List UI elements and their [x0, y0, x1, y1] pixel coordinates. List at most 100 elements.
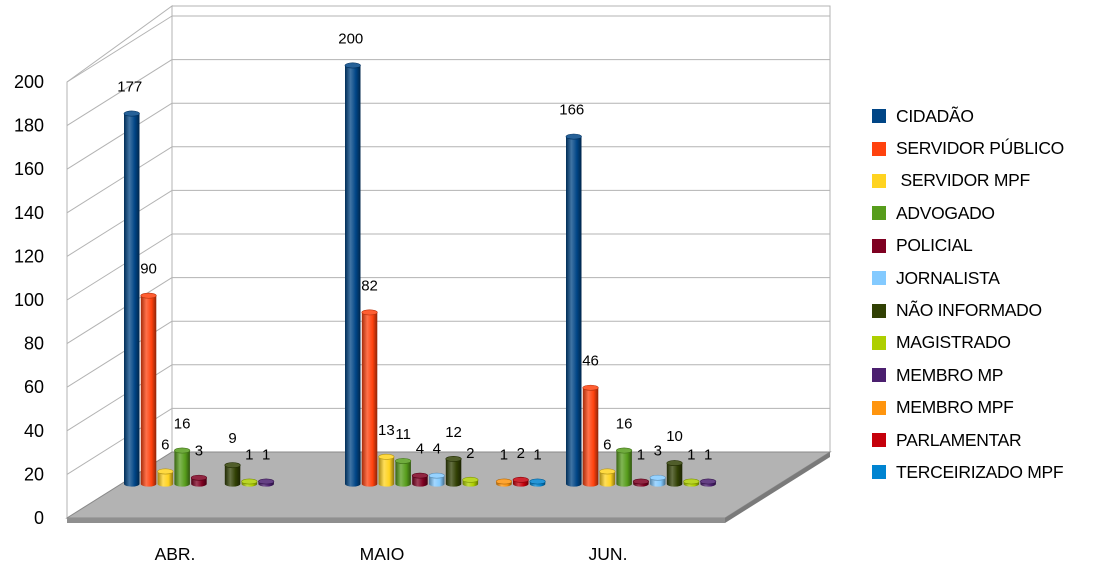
y-tick-label: 200	[14, 72, 44, 92]
legend-item: ADVOGADO	[872, 197, 1098, 229]
bar-1-10	[512, 476, 529, 487]
bar-body	[378, 456, 395, 487]
y-tick-label: 100	[14, 290, 44, 310]
bar-cap	[700, 478, 717, 485]
legend-swatch	[872, 400, 886, 415]
bar-cap	[529, 478, 546, 485]
y-tick-label: 20	[24, 464, 44, 484]
bar-0-6	[224, 462, 241, 487]
data-label: 6	[603, 436, 611, 453]
data-label: 11	[395, 426, 411, 443]
legend-swatch	[872, 303, 886, 318]
bar-0-3	[174, 447, 191, 487]
bar-body	[616, 450, 632, 487]
legend-label: ADVOGADO	[896, 202, 995, 223]
legend-label: CIDADÃO	[896, 105, 974, 126]
legend-label: MEMBRO MP	[896, 364, 1004, 385]
legend-label: NÃO INFORMADO	[896, 300, 1042, 321]
legend-swatch	[872, 141, 886, 156]
y-tick-label: 60	[24, 377, 44, 397]
data-label: 12	[445, 424, 462, 441]
legend-item: MAGISTRADO	[872, 327, 1098, 359]
bar-0-4	[190, 474, 207, 487]
bar-1-7	[462, 476, 479, 487]
bar-2-1	[582, 384, 599, 487]
legend-item: SERVIDOR MPF	[872, 165, 1098, 197]
data-label: 16	[616, 416, 633, 433]
floor-front-edge	[67, 518, 725, 523]
bar-body	[174, 450, 190, 487]
grid-line-side	[66, 15, 173, 83]
bar-body	[445, 458, 462, 487]
bar-2-7	[683, 478, 700, 487]
legend: CIDADÃO SERVIDOR PÚBLICO SERVIDOR MPF ADVO…	[872, 100, 1098, 489]
data-label: 46	[582, 353, 599, 370]
legend-item: POLICIAL	[872, 230, 1098, 262]
legend-label: SERVIDOR MPF	[896, 170, 1031, 191]
y-tick-label: 140	[14, 203, 44, 223]
bar-1-9	[495, 478, 513, 487]
bar-cap	[462, 476, 479, 483]
legend-label: POLICIAL	[896, 235, 973, 256]
bar-cap	[428, 472, 445, 479]
bar-cap	[632, 478, 650, 485]
chart-walls	[66, 5, 831, 519]
data-label: 1	[637, 447, 645, 464]
bar-cap	[174, 447, 191, 454]
legend-item: SERVIDOR PÚBLICO	[872, 132, 1098, 164]
legend-swatch	[872, 335, 886, 350]
x-axis-ticks: ABR. MAIO JUN.	[155, 544, 628, 564]
grid-line-side	[66, 277, 173, 345]
bar-1-1	[361, 309, 378, 487]
data-label: 1	[687, 447, 695, 464]
data-label: 10	[666, 428, 683, 445]
bar-body	[395, 460, 411, 487]
bar-body	[140, 295, 157, 487]
grid-line-side	[66, 102, 173, 170]
bar-body	[599, 471, 616, 487]
legend-label: PARLAMENTAR	[896, 429, 1022, 450]
legend-label: JORNALISTA	[896, 267, 1000, 288]
bar-0-2	[157, 468, 174, 487]
legend-item: PARLAMENTAR	[872, 424, 1098, 456]
data-label: 4	[433, 441, 441, 458]
bar-cap	[157, 468, 174, 475]
data-label: 1	[704, 447, 712, 464]
data-label: 1	[262, 447, 270, 464]
bar-cap	[140, 292, 157, 299]
data-label: 177	[117, 79, 142, 96]
data-label: 2	[466, 445, 474, 462]
bar-body	[412, 475, 428, 487]
bar-2-0	[565, 133, 582, 487]
bar-1-0	[344, 62, 361, 487]
data-label: 1	[500, 447, 508, 464]
data-label: 90	[140, 261, 157, 278]
bar-cap	[395, 458, 412, 464]
bar-body	[429, 475, 445, 487]
legend-label: MAGISTRADO	[896, 332, 1011, 353]
bar-cap	[224, 462, 241, 469]
bar-body	[361, 312, 378, 487]
bar-cap	[649, 474, 666, 481]
data-label: 1	[245, 447, 253, 464]
bar-1-11	[529, 478, 546, 487]
y-tick-label: 180	[14, 116, 44, 136]
legend-item: JORNALISTA	[872, 262, 1098, 294]
y-tick-label: 120	[14, 246, 44, 266]
bar-1-5	[428, 472, 445, 487]
legend-item: TERCEIRIZADO MPF	[872, 456, 1098, 488]
bar-cap	[445, 455, 462, 462]
bar-0-0	[123, 110, 140, 487]
bar-1-2	[378, 453, 395, 487]
bar-cap	[344, 62, 361, 69]
bar-body	[666, 463, 683, 487]
legend-swatch	[872, 238, 886, 253]
bar-cap	[666, 460, 683, 466]
bar-2-8	[700, 478, 717, 487]
legend-swatch	[872, 173, 886, 188]
bar-0-1	[140, 292, 157, 487]
grid-lines	[66, 15, 830, 475]
grid-line-side	[66, 146, 173, 214]
x-tick-label: ABR.	[155, 544, 196, 564]
